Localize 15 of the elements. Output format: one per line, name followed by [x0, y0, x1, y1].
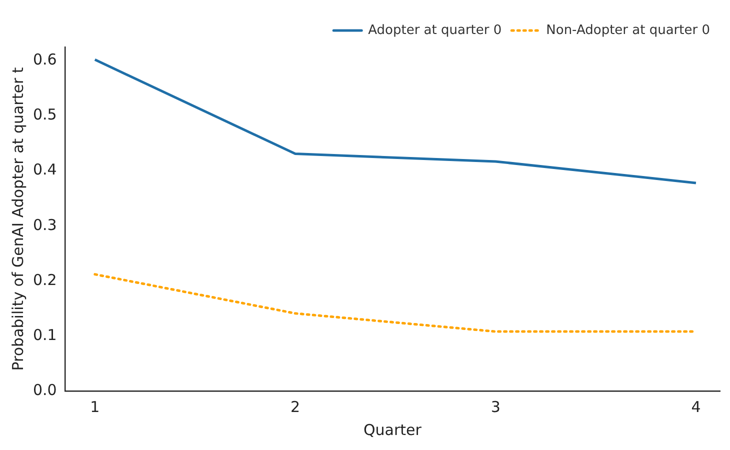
x-tick-label: 3	[490, 398, 500, 416]
legend-label: Non-Adopter at quarter 0	[546, 22, 710, 38]
y-tick-label: 0.1	[32, 326, 57, 344]
x-tick-label: 4	[691, 398, 701, 416]
legend-label: Adopter at quarter 0	[368, 22, 502, 38]
y-tick-label: 0.2	[32, 270, 57, 289]
x-axis-title: Quarter	[363, 420, 422, 439]
x-tick-label: 1	[90, 398, 100, 416]
y-axis-title: Probability of GenAI Adopter at quarter t	[8, 67, 27, 371]
y-tick-label: 0.0	[32, 380, 57, 399]
x-tick-label: 2	[290, 398, 300, 416]
y-tick-label: 0.4	[32, 160, 57, 179]
y-tick-label: 0.3	[32, 216, 57, 234]
y-tick-label: 0.6	[32, 50, 57, 69]
y-tick-label: 0.5	[32, 106, 57, 124]
